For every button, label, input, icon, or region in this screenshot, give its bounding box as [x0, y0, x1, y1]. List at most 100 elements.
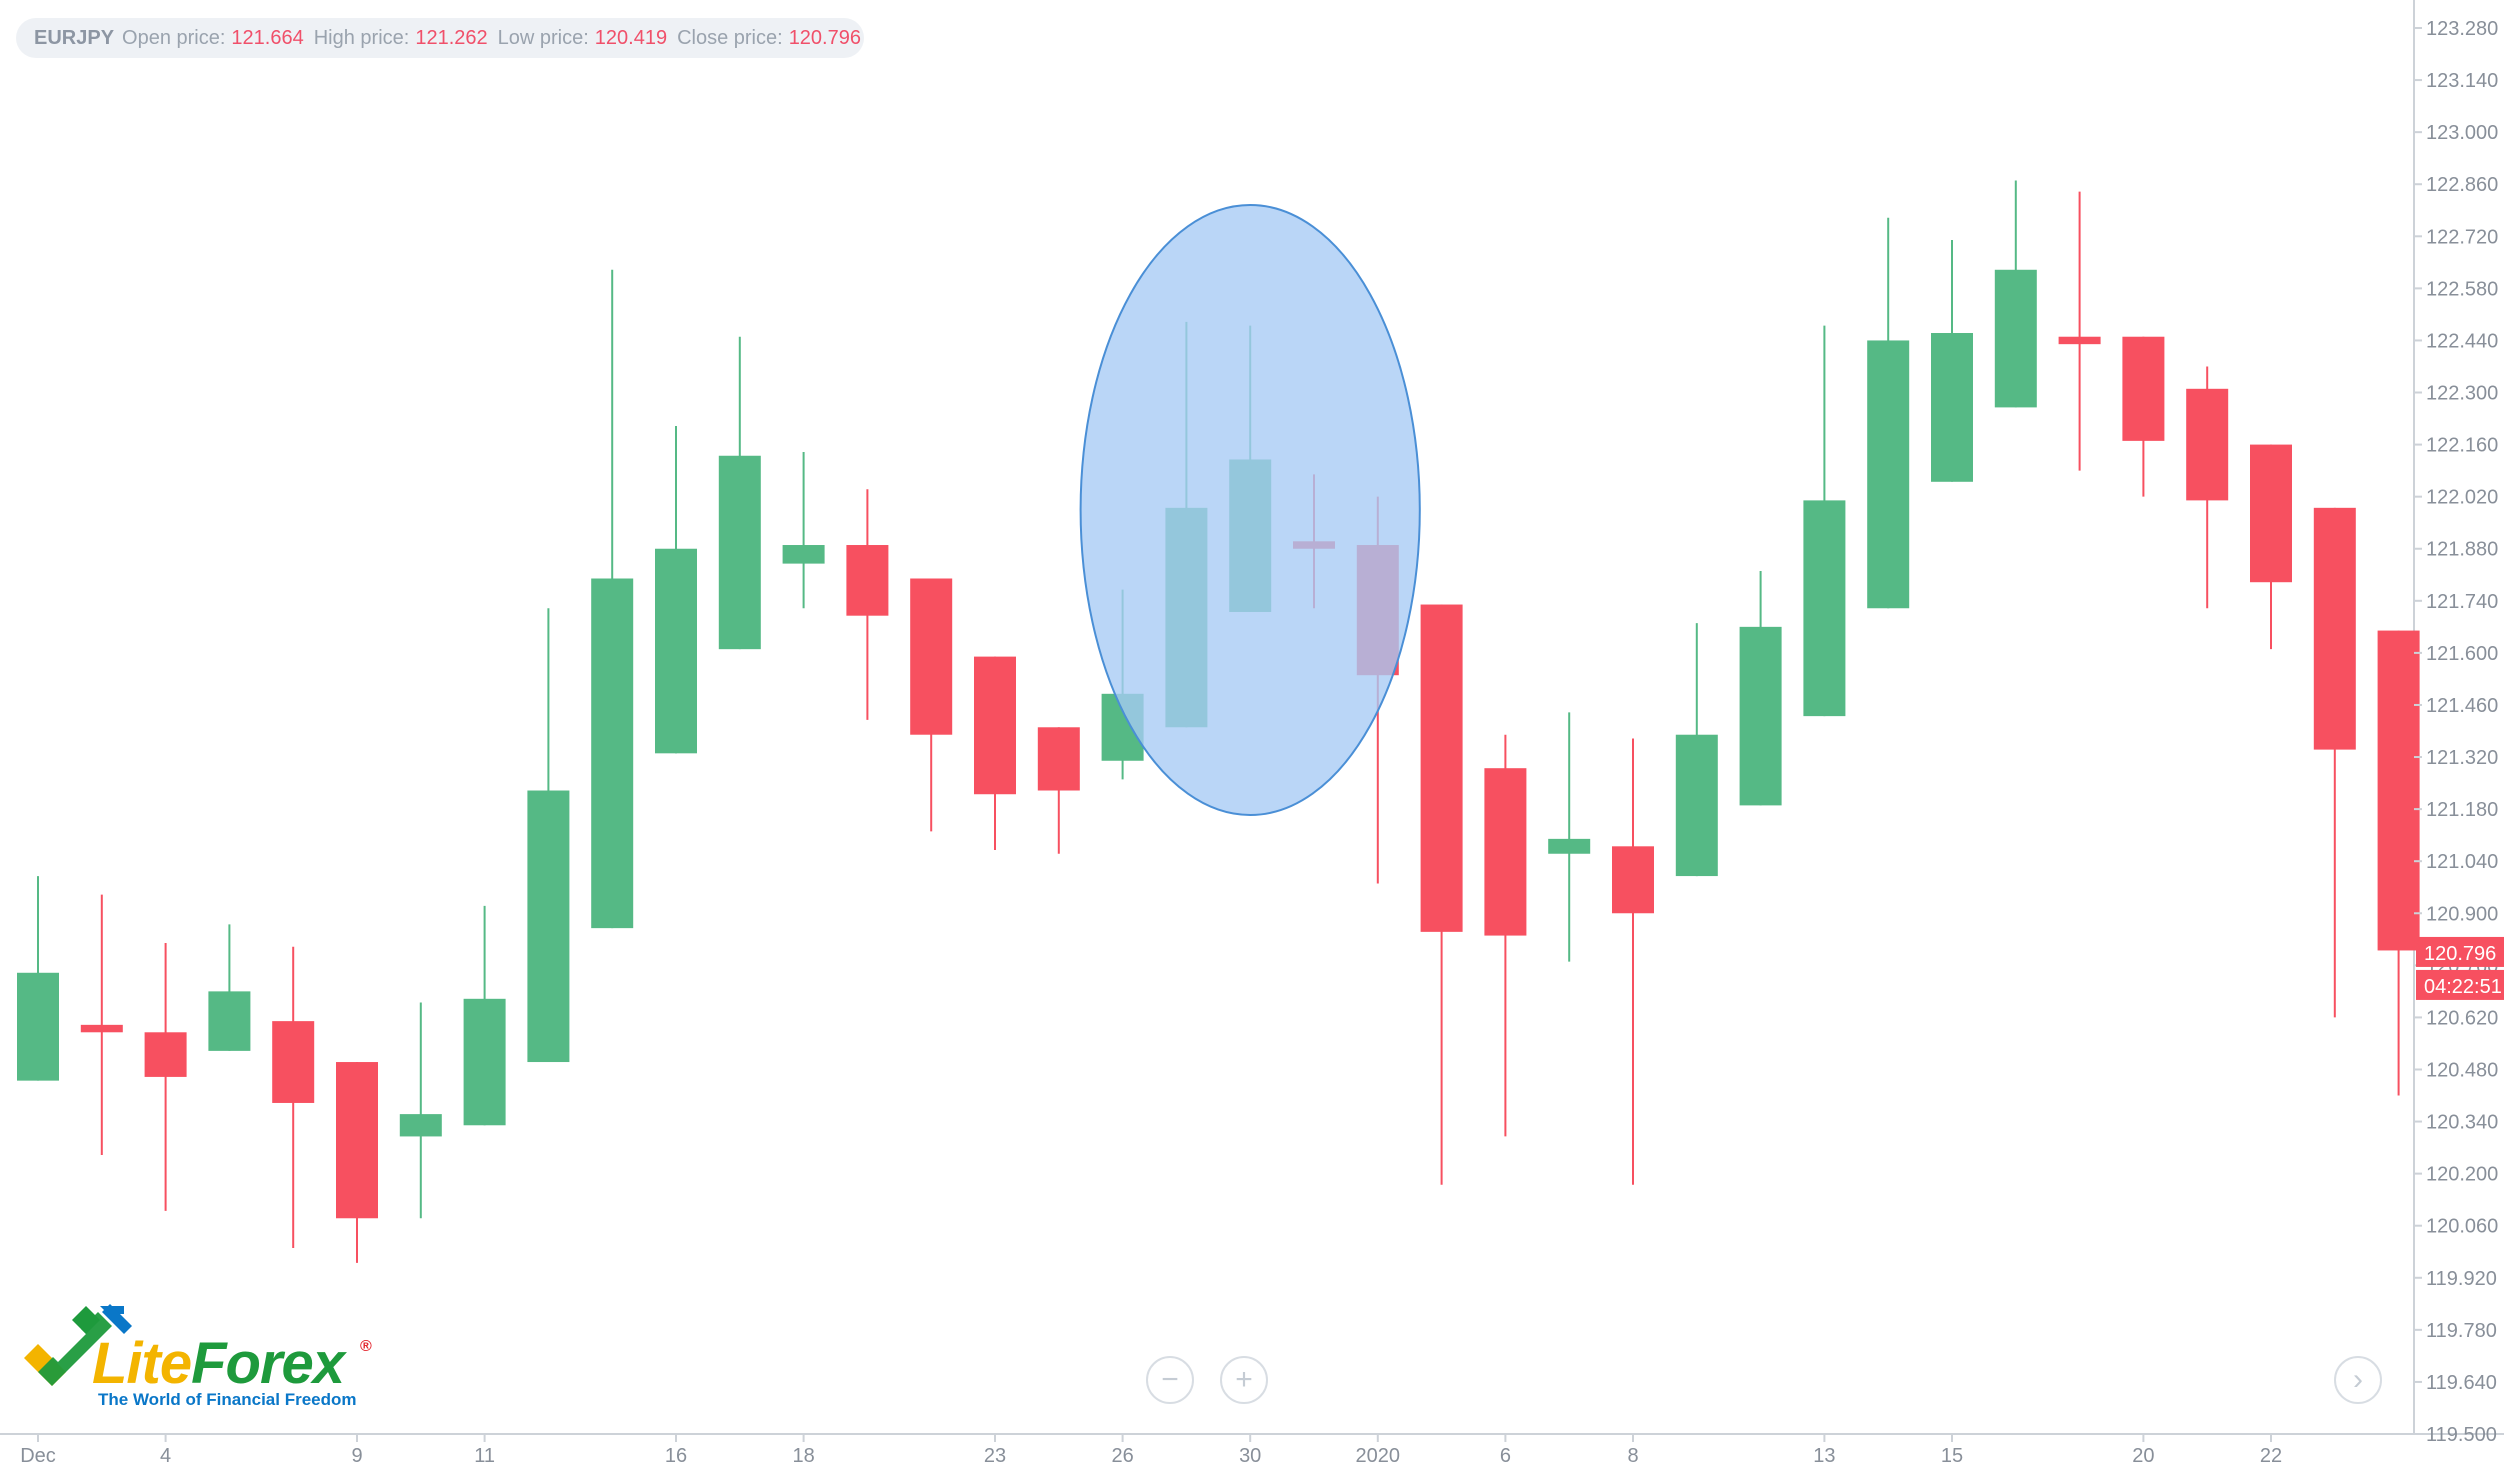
- x-tick-label: 18: [792, 1445, 814, 1467]
- current-price-value: 120.796: [2424, 943, 2496, 965]
- candle-body: [1037, 727, 1080, 791]
- plus-icon: +: [1235, 1363, 1253, 1396]
- x-tick-label: 26: [1111, 1445, 1133, 1467]
- low-price-label: Low price:: [497, 26, 589, 49]
- candle-body: [1484, 768, 1527, 936]
- candle-body: [846, 545, 889, 616]
- y-tick-label: 121.740: [2426, 591, 2498, 613]
- highlight-ellipse: [1079, 204, 1421, 816]
- candle-body: [1675, 734, 1718, 877]
- candle-body: [463, 998, 506, 1126]
- chevron-right-icon: ›: [2353, 1363, 2363, 1396]
- x-tick-label: 9: [351, 1445, 362, 1467]
- x-tick-label: 8: [1627, 1445, 1638, 1467]
- candle-body: [272, 1021, 315, 1103]
- candle-body: [399, 1114, 442, 1137]
- y-tick-label: 122.300: [2426, 383, 2498, 405]
- candle-body: [655, 548, 697, 754]
- candle-body: [527, 790, 570, 1063]
- low-price-value: 120.419: [594, 26, 668, 49]
- y-tick-label: 121.880: [2426, 539, 2498, 561]
- current-price-tag: [2416, 936, 2504, 967]
- candle-body: [1867, 340, 1910, 609]
- x-tick-label: 4: [160, 1445, 171, 1467]
- y-tick-label: 123.000: [2426, 122, 2498, 144]
- symbol-name: EURJPY: [34, 26, 115, 49]
- candle-body: [2313, 507, 2356, 750]
- scroll-right-button[interactable]: ›: [2334, 1356, 2382, 1404]
- minus-icon: −: [1161, 1363, 1179, 1396]
- y-tick-label: 122.020: [2426, 487, 2498, 509]
- candle-body: [1612, 846, 1654, 914]
- x-tick-label: 11: [474, 1445, 495, 1467]
- candle-body: [17, 972, 59, 1081]
- candle-body: [144, 1032, 187, 1077]
- y-tick-label: 122.580: [2426, 278, 2498, 300]
- x-tick-label: 16: [665, 1445, 687, 1467]
- candle-body: [2122, 336, 2165, 441]
- x-tick-label: 23: [984, 1445, 1006, 1467]
- candle-body: [1739, 626, 1782, 806]
- y-tick-label: 122.440: [2426, 330, 2498, 352]
- candle-body: [208, 991, 251, 1051]
- zoom-in-button[interactable]: +: [1220, 1356, 1268, 1404]
- countdown-timer: 04:22:51: [2424, 976, 2502, 998]
- y-tick-label: 119.500: [2426, 1424, 2497, 1446]
- y-tick-label: 122.720: [2426, 226, 2498, 248]
- candle-body: [718, 455, 761, 650]
- y-tick-label: 120.480: [2426, 1059, 2498, 1081]
- x-tick-label: 30: [1239, 1445, 1261, 1467]
- high-price-value: 121.262: [415, 26, 488, 49]
- y-tick-label: 121.600: [2426, 643, 2498, 665]
- x-tick-label: Dec: [20, 1445, 56, 1467]
- candle-body: [2377, 630, 2420, 951]
- y-tick-label: 123.280: [2426, 18, 2498, 40]
- candle-body: [2058, 336, 2101, 345]
- y-tick-label: 121.320: [2426, 747, 2498, 769]
- close-price-value: 120.796: [788, 26, 861, 49]
- y-tick-label: 119.780: [2426, 1320, 2497, 1342]
- candle-body: [336, 1062, 378, 1219]
- y-tick-label: 120.200: [2426, 1164, 2498, 1186]
- close-price-label: Close price:: [677, 26, 783, 49]
- candle-body: [1994, 269, 2037, 408]
- logo-text-forex: Forex: [191, 1331, 345, 1396]
- x-tick-label: 6: [1500, 1445, 1511, 1467]
- x-tick-label: 22: [2260, 1445, 2282, 1467]
- y-tick-label: 119.640: [2426, 1372, 2497, 1394]
- liteforex-logo-icon: [24, 1304, 132, 1386]
- open-price-value: 121.664: [231, 26, 304, 49]
- y-tick-label: 123.140: [2426, 70, 2498, 92]
- y-tick-label: 119.920: [2426, 1268, 2497, 1290]
- zoom-out-button[interactable]: −: [1146, 1356, 1194, 1404]
- logo-registered-mark: ®: [360, 1338, 372, 1355]
- high-price-label: High price:: [313, 26, 410, 49]
- candle-body: [80, 1024, 123, 1033]
- y-tick-label: 120.620: [2426, 1007, 2498, 1029]
- candle-body: [910, 578, 953, 735]
- y-tick-label: 122.860: [2426, 174, 2498, 196]
- x-tick-label: 20: [2132, 1445, 2154, 1467]
- countdown-tag: [2416, 969, 2504, 1000]
- y-tick-label: 121.180: [2426, 799, 2498, 821]
- y-tick-label: 121.460: [2426, 695, 2498, 717]
- candle-body: [2250, 444, 2292, 583]
- candle-body: [1931, 333, 1973, 482]
- x-tick-label: 2020: [1356, 1445, 1401, 1467]
- candle-body: [974, 656, 1016, 795]
- logo-tagline: The World of Financial Freedom: [98, 1390, 357, 1409]
- candle-body: [591, 578, 634, 929]
- candle-body: [782, 545, 825, 564]
- y-tick-label: 122.160: [2426, 435, 2498, 457]
- candle-body: [1803, 500, 1846, 717]
- candle-body: [1548, 838, 1591, 854]
- logo-wordmark: LiteForex: [92, 1330, 345, 1397]
- x-tick-label: 15: [1941, 1445, 1963, 1467]
- candle-body: [1420, 604, 1463, 932]
- symbol-info-bar: EURJPY Open price: 121.664 High price: 1…: [16, 18, 864, 58]
- y-tick-label: 120.340: [2426, 1112, 2498, 1134]
- candle-body: [2186, 388, 2229, 501]
- y-tick-label: 121.040: [2426, 851, 2498, 873]
